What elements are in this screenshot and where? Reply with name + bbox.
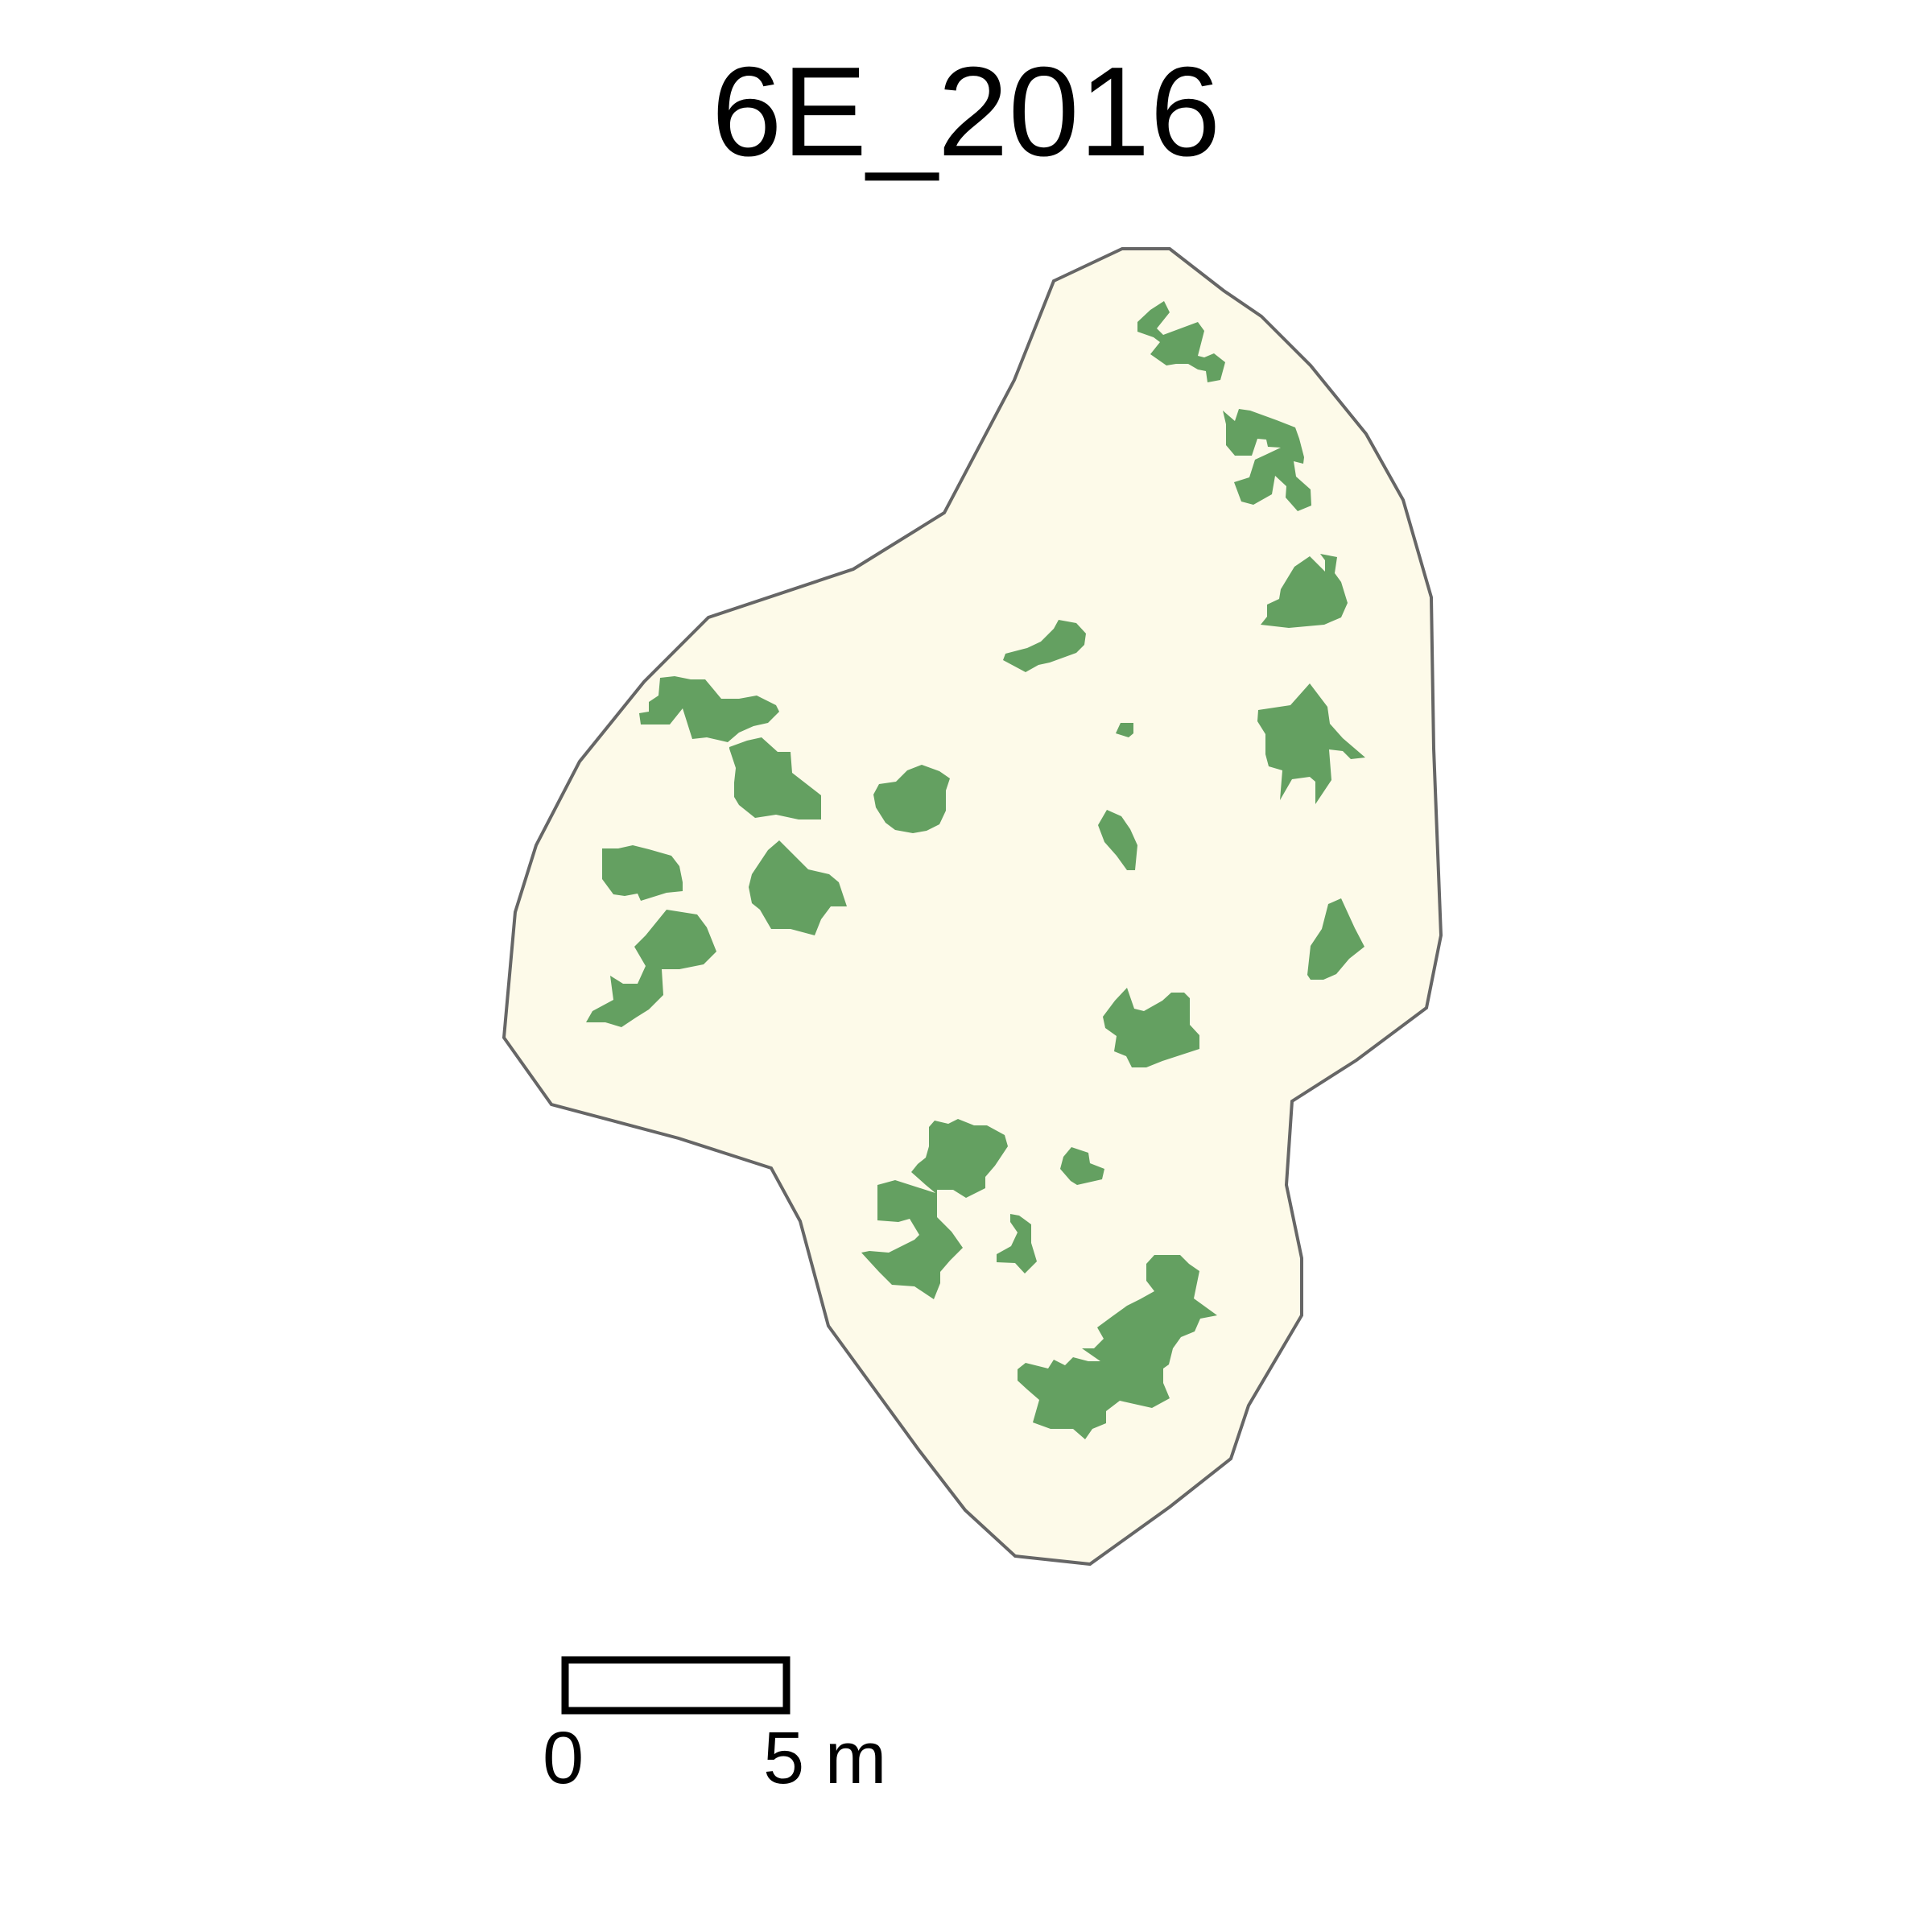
canopy-patch bbox=[1116, 723, 1133, 737]
plot-boundary bbox=[502, 247, 1443, 1567]
canopy-patch bbox=[1018, 1255, 1217, 1439]
canopy-patch bbox=[1307, 898, 1364, 980]
canopy-patch bbox=[1060, 1147, 1104, 1185]
canopy-patches bbox=[586, 301, 1365, 1439]
canopy-patch bbox=[586, 910, 716, 1027]
canopy-patch bbox=[1137, 301, 1225, 382]
canopy-patch bbox=[1257, 683, 1365, 804]
canopy-patch bbox=[1098, 810, 1137, 870]
canopy-patch bbox=[1223, 409, 1311, 511]
scalebar-bar bbox=[561, 1656, 791, 1715]
canopy-patch bbox=[729, 737, 821, 819]
canopy-patch bbox=[997, 1214, 1037, 1274]
map-title: 6E_2016 bbox=[711, 41, 1221, 183]
scalebar-start-label: 0 bbox=[543, 1717, 584, 1799]
canopy-patch bbox=[602, 845, 683, 901]
canopy-patch bbox=[1003, 620, 1086, 672]
canopy-patch bbox=[749, 840, 847, 935]
scalebar-end-label: 5 m bbox=[763, 1717, 887, 1799]
canopy-patch bbox=[873, 765, 950, 833]
canopy-patch bbox=[1261, 554, 1348, 628]
canopy-patch bbox=[861, 1119, 1008, 1299]
canopy-patch bbox=[1103, 988, 1199, 1067]
canopy-patch bbox=[639, 676, 779, 742]
